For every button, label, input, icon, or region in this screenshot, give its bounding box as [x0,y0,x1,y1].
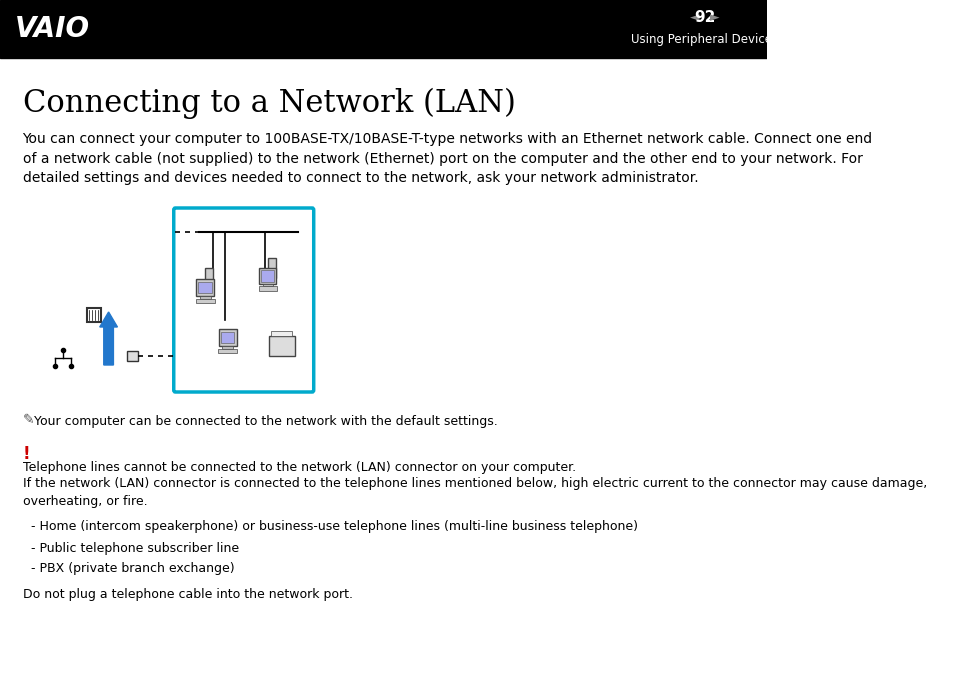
Bar [262,284,273,286]
Bar [195,299,214,303]
FancyArrow shape [100,312,117,365]
Text: 92: 92 [693,11,715,26]
Text: - Home (intercom speakerphone) or business-use telephone lines (multi-line busin: - Home (intercom speakerphone) or busine… [30,520,637,533]
Text: ✎: ✎ [23,413,34,427]
Bar [259,268,276,284]
Text: Your computer can be connected to the network with the default settings.: Your computer can be connected to the ne… [33,415,497,428]
Text: !: ! [23,445,30,463]
Text: - PBX (private branch exchange): - PBX (private branch exchange) [30,562,233,575]
Text: You can connect your computer to 100BASE-TX/10BASE-T-type networks with an Ether: You can connect your computer to 100BASE… [23,132,872,185]
Bar [220,332,234,344]
Bar [127,351,138,361]
Bar [218,348,237,353]
Bar [268,257,275,278]
Bar [196,279,213,296]
Text: Using Peripheral Devices: Using Peripheral Devices [631,34,778,47]
Bar [222,346,233,348]
Text: Connecting to a Network (LAN): Connecting to a Network (LAN) [23,88,515,119]
FancyBboxPatch shape [173,208,314,392]
Text: - Public telephone subscriber line: - Public telephone subscriber line [30,542,238,555]
Text: ►: ► [709,11,719,24]
Text: Do not plug a telephone cable into the network port.: Do not plug a telephone cable into the n… [23,588,353,601]
Bar [258,286,276,290]
Bar [268,336,294,356]
Bar [218,329,236,346]
Bar [198,282,212,293]
Bar [0,0,766,58]
Bar [87,308,101,322]
Text: ◄: ◄ [689,11,700,24]
Bar [271,331,292,336]
Bar [261,270,274,282]
Text: If the network (LAN) connector is connected to the telephone lines mentioned bel: If the network (LAN) connector is connec… [23,477,925,508]
Text: Telephone lines cannot be connected to the network (LAN) connector on your compu: Telephone lines cannot be connected to t… [23,461,575,474]
Bar [199,296,211,299]
Bar [205,268,213,288]
Text: VAIO: VAIO [14,15,90,43]
